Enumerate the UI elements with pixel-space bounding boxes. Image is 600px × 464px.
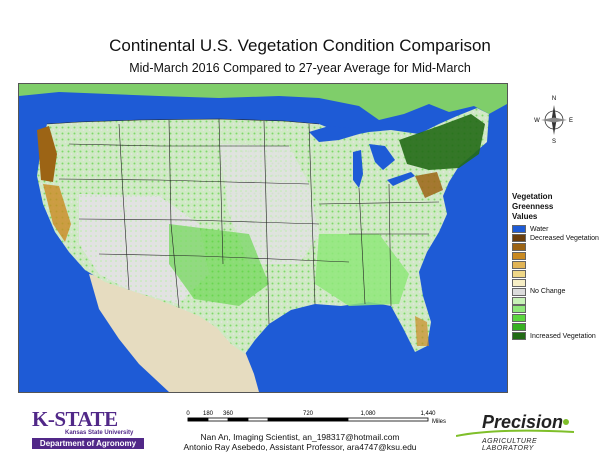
legend-swatch <box>512 278 526 287</box>
lake-superior <box>309 126 359 142</box>
legend-row <box>512 323 600 332</box>
map-title: Continental U.S. Vegetation Condition Co… <box>109 36 491 55</box>
legend-row <box>512 296 600 305</box>
legend-label: No Change <box>530 288 566 296</box>
legend-title: Vegetation Greenness Values <box>512 192 554 221</box>
legend-swatch <box>512 234 526 243</box>
appalachia-decrease <box>415 172 443 198</box>
precision-ag-logo: Precision AGRICULTURE LABORATORY <box>456 410 586 454</box>
compass-east-label: E <box>569 118 573 124</box>
precision-wordmark: Precision <box>482 412 564 432</box>
legend-swatch <box>512 287 526 296</box>
legend-swatch <box>512 252 526 261</box>
lake-huron <box>369 144 395 170</box>
state-borders <box>46 118 440 325</box>
green-east <box>315 234 409 306</box>
compass-north-label: N <box>552 96 556 102</box>
scale-tick-label: 720 <box>303 411 314 417</box>
legend-row: Increased Vegetation <box>512 332 600 341</box>
compass-rose: N S E W <box>534 96 573 145</box>
mexico-land <box>89 274 259 392</box>
legend-swatch <box>512 243 526 252</box>
california-decrease <box>43 184 71 242</box>
legend-row <box>512 278 600 287</box>
scale-tick-label: 360 <box>223 411 234 417</box>
legend-label: Water <box>530 225 549 233</box>
legend-row <box>512 269 600 278</box>
vegetation-map <box>18 83 508 393</box>
credit-line-2: Antonio Ray Asebedo, Assistant Professor… <box>183 442 417 452</box>
scale-tick-label: 1,440 <box>420 411 436 417</box>
department-name: Department of Agronomy <box>32 438 144 449</box>
credits: Nan An, Imaging Scientist, an_198317@hot… <box>150 432 450 452</box>
map-svg <box>19 84 507 392</box>
pacific-nw-decrease <box>37 126 57 182</box>
legend-row <box>512 261 600 270</box>
southwest-region <box>79 194 209 304</box>
legend-row: No Change <box>512 287 600 296</box>
legend-swatch <box>512 332 526 341</box>
legend-swatch <box>512 296 526 305</box>
scale-tick-label: 180 <box>203 411 214 417</box>
lake-michigan <box>353 150 363 188</box>
kstate-wordmark: K-STATE <box>32 407 118 431</box>
northeast-increase <box>399 114 485 170</box>
legend-swatch <box>512 323 526 332</box>
compass-west-label: W <box>534 118 540 124</box>
map-subtitle: Mid-March 2016 Compared to 27-year Avera… <box>129 61 471 75</box>
legend-label: Increased Vegetation <box>530 332 596 340</box>
legend-swatch <box>512 314 526 323</box>
legend: Vegetation Greenness Values Water Decreas… <box>512 192 600 341</box>
legend-swatch <box>512 225 526 234</box>
precision-swoosh <box>456 419 575 437</box>
green-central <box>169 224 269 306</box>
legend-row <box>512 252 600 261</box>
kstate-logo: K-STATE Kansas State University Departme… <box>32 408 144 456</box>
legend-label: Decreased Vegetation <box>530 234 599 242</box>
legend-swatch <box>512 269 526 278</box>
legend-row <box>512 305 600 314</box>
legend-rows: Water Decreased Vegetation No Change Increa… <box>512 225 600 341</box>
scale-tick-label: 1,080 <box>360 411 376 417</box>
legend-row: Water <box>512 225 600 234</box>
legend-row <box>512 243 600 252</box>
precision-lab-name: AGRICULTURE LABORATORY <box>482 438 538 452</box>
scale-bar: 0 180 360 720 1,080 1,440 Miles <box>186 411 446 425</box>
lake-erie <box>387 172 415 186</box>
scale-unit: Miles <box>432 419 446 425</box>
legend-row <box>512 314 600 323</box>
canada-land <box>19 84 507 120</box>
legend-row: Decreased Vegetation <box>512 234 600 243</box>
florida-decrease <box>415 316 429 346</box>
legend-swatch <box>512 305 526 314</box>
kstate-university-name: Kansas State University <box>65 430 134 436</box>
compass-south-label: S <box>552 139 556 145</box>
legend-swatch <box>512 261 526 269</box>
scale-tick-label: 0 <box>186 411 190 417</box>
credit-line-1: Nan An, Imaging Scientist, an_198317@hot… <box>200 432 400 442</box>
